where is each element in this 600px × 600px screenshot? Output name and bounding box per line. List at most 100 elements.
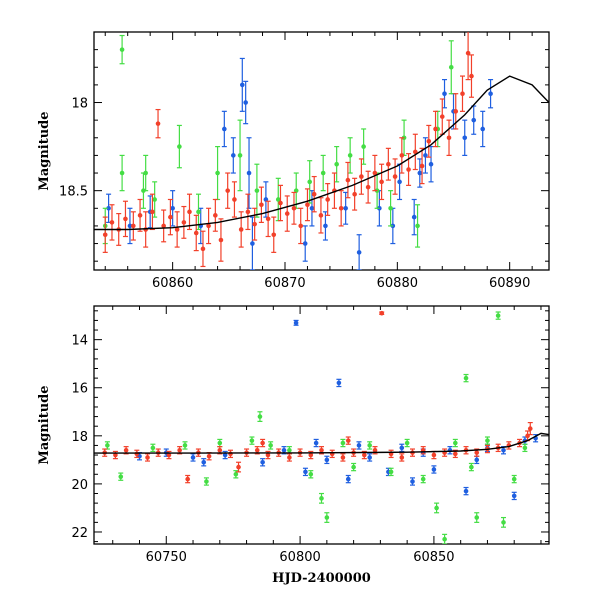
data-point [249, 438, 255, 443]
data-point [166, 452, 172, 458]
bottom-panel: 60750 60800 60850 14 16 18 20 22 Magnitude HJD-24… [37, 305, 550, 586]
data-point [246, 170, 252, 176]
data-point [243, 100, 248, 105]
data-point [106, 205, 111, 211]
series-red [102, 310, 533, 484]
data-point [419, 163, 425, 169]
data-point [232, 197, 237, 202]
data-point [453, 451, 458, 457]
data-point [113, 452, 118, 458]
data-point [174, 227, 180, 232]
data-point [446, 135, 452, 141]
data-point [225, 188, 230, 193]
data-point [257, 414, 263, 419]
y-tick-label: 18.5 [59, 185, 88, 200]
data-point [303, 469, 308, 475]
data-point [319, 447, 324, 453]
data-point [105, 443, 110, 448]
data-point [123, 447, 129, 453]
data-point [109, 220, 115, 225]
data-point [323, 223, 328, 229]
data-point [308, 452, 314, 458]
data-point [334, 161, 339, 167]
x-tick-label: 60860 [152, 276, 193, 291]
data-point [293, 188, 299, 193]
data-point [222, 126, 227, 132]
data-point [182, 443, 188, 448]
data-point [287, 447, 292, 453]
data-point [263, 197, 269, 202]
data-point [511, 476, 517, 482]
data-point [145, 455, 150, 460]
x-tick-label: 60750 [146, 550, 187, 565]
data-point [185, 476, 190, 482]
data-point [131, 223, 136, 229]
data-point [340, 440, 346, 446]
data-point [150, 209, 155, 215]
data-point [193, 230, 199, 236]
data-point [170, 205, 175, 211]
data-point [423, 153, 428, 158]
series-green [104, 311, 528, 544]
data-point [119, 170, 125, 176]
y-tick-label: 14 [71, 334, 88, 349]
data-point [123, 216, 128, 222]
data-point [426, 139, 432, 144]
top-panel: 60860 60870 60880 60890 18 18.5 Magnitude [37, 31, 550, 291]
data-point [420, 476, 426, 482]
data-point [340, 455, 346, 460]
data-point [480, 126, 486, 132]
data-point [345, 476, 351, 482]
y-axis-label: Magnitude [37, 111, 52, 190]
x-tick-label: 60890 [489, 276, 530, 291]
series-green [102, 34, 454, 248]
data-point [254, 447, 260, 453]
data-point [345, 438, 351, 443]
data-point [284, 211, 290, 216]
y-tick-label: 20 [71, 478, 88, 493]
data-point [439, 114, 445, 119]
model-curve [94, 75, 549, 231]
data-point [291, 205, 297, 211]
data-point [254, 188, 260, 193]
data-point [379, 310, 385, 316]
data-point [218, 237, 224, 243]
data-point [372, 170, 378, 176]
data-point [217, 447, 223, 453]
x-tick-label: 60880 [377, 276, 418, 291]
y-tick-label: 18 [71, 97, 88, 112]
data-point [245, 209, 251, 215]
x-tick-label: 60800 [279, 550, 320, 565]
data-point [431, 452, 437, 458]
data-point [463, 375, 469, 381]
plot-area [94, 310, 549, 544]
data-point [361, 144, 366, 149]
data-point [392, 174, 398, 179]
data-point [417, 170, 423, 176]
data-point [150, 445, 156, 451]
data-point [228, 451, 233, 457]
x-tick-label: 60850 [413, 550, 454, 565]
data-point [474, 457, 480, 463]
data-point [325, 197, 330, 202]
data-point [347, 153, 353, 158]
data-point [356, 250, 362, 255]
data-point [233, 471, 239, 477]
data-point [404, 440, 410, 446]
data-point [434, 505, 439, 511]
data-point [367, 443, 372, 448]
data-point [260, 440, 265, 446]
data-point [399, 153, 405, 158]
data-point [522, 445, 528, 451]
data-point [222, 452, 228, 458]
data-point [102, 232, 108, 238]
data-point [379, 179, 384, 185]
data-point [365, 184, 371, 190]
data-point [474, 515, 480, 520]
data-point [287, 455, 292, 460]
series-red [102, 32, 474, 268]
data-point [168, 214, 173, 220]
data-point [239, 82, 245, 88]
data-point [359, 174, 364, 179]
